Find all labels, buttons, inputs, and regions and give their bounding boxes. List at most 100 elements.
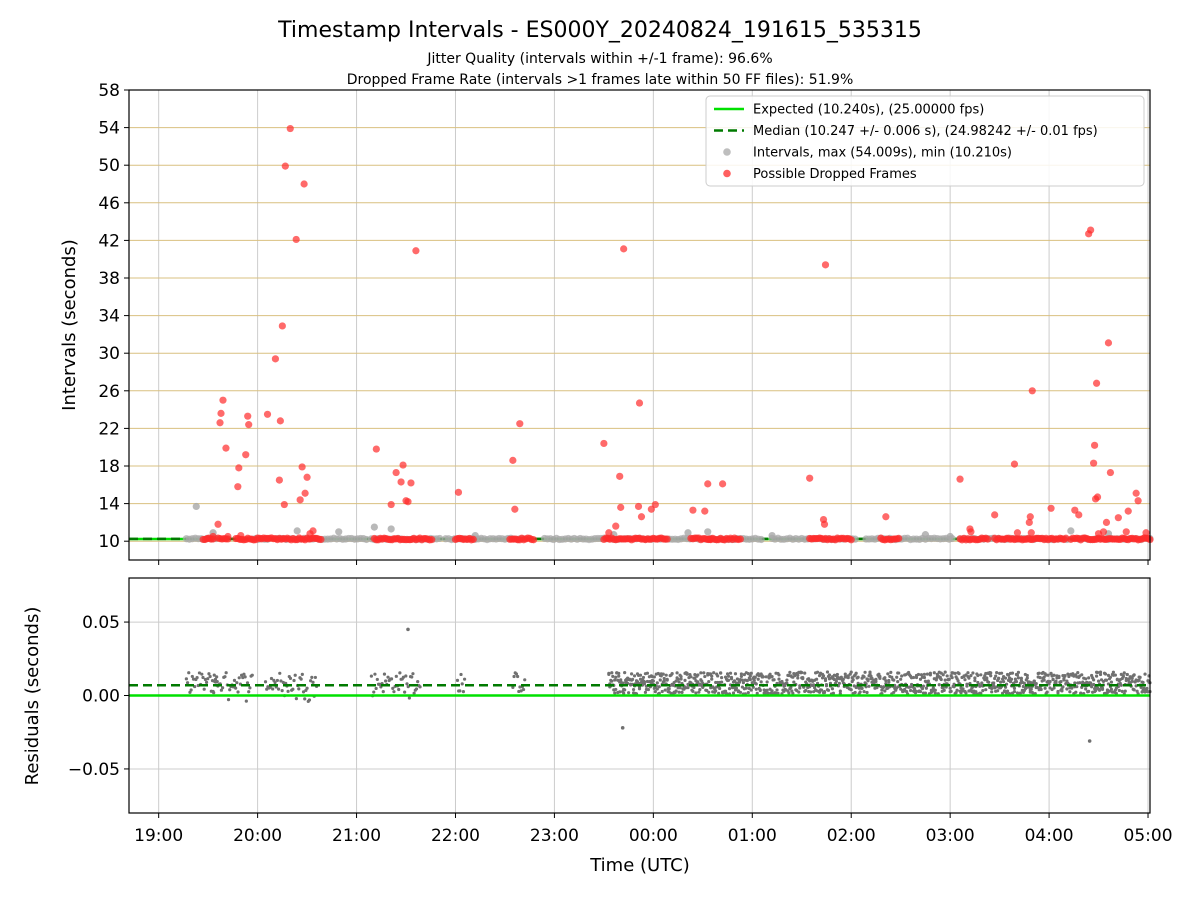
residual-point <box>206 677 210 681</box>
residual-point <box>187 671 191 675</box>
residual-point <box>620 726 625 730</box>
residual-point <box>860 686 864 690</box>
residual-point <box>662 676 666 681</box>
residual-point <box>815 670 820 674</box>
dropped-frame-point <box>280 500 288 509</box>
residual-point <box>823 677 828 681</box>
residual-point <box>292 678 296 683</box>
residual-point <box>718 686 722 691</box>
residual-point <box>658 678 662 682</box>
residual-point <box>657 691 661 695</box>
dropped-frame-point <box>214 520 222 528</box>
residual-point <box>195 676 199 680</box>
residual-point <box>518 685 522 689</box>
residual-point <box>1016 676 1021 680</box>
interval-point <box>436 534 444 543</box>
residual-point <box>693 676 697 680</box>
dropped-frame-point <box>651 500 659 509</box>
dropped-frame-point <box>882 513 890 521</box>
residual-point <box>749 671 753 675</box>
residual-point <box>830 687 835 691</box>
residual-point <box>1107 689 1112 693</box>
dropped-frame-point <box>1092 379 1101 387</box>
dropped-frame-point <box>237 531 245 540</box>
residual-point <box>410 675 414 679</box>
residual-point <box>851 678 855 682</box>
residual-point <box>685 672 689 676</box>
residual-point <box>1120 689 1124 693</box>
residual-point <box>843 672 847 676</box>
legend-label-dropped: Possible Dropped Frames <box>753 167 917 182</box>
residual-point <box>1054 681 1058 685</box>
residual-point <box>614 675 618 679</box>
residual-point <box>523 678 527 682</box>
residual-point <box>655 687 659 691</box>
residual-point <box>1078 681 1082 685</box>
residual-point <box>759 680 763 684</box>
residual-point <box>512 674 516 679</box>
residual-point <box>662 679 666 683</box>
residual-point <box>787 691 791 695</box>
dropped-frame-point <box>719 480 727 488</box>
residual-point <box>638 673 643 677</box>
residual-point <box>614 687 618 692</box>
residual-point <box>761 675 765 679</box>
dropped-frame-point <box>407 479 415 487</box>
residual-point <box>765 680 769 684</box>
residual-point <box>777 677 781 681</box>
residual-point <box>985 676 989 680</box>
residual-point <box>677 690 681 694</box>
residual-point <box>1114 691 1118 696</box>
residual-point <box>874 677 878 681</box>
residual-point <box>733 672 738 676</box>
residual-point <box>1043 686 1047 690</box>
residual-point <box>519 689 523 693</box>
residual-point <box>269 676 274 681</box>
dropped-frame-point <box>647 505 655 513</box>
interval-point <box>757 535 765 544</box>
residual-point <box>922 675 927 680</box>
interval-point <box>293 527 301 535</box>
dropped-frame-point <box>1104 339 1113 347</box>
x-tick-label: 05:00 <box>1124 826 1173 846</box>
residual-point <box>918 689 923 694</box>
residual-point <box>307 698 312 702</box>
dropped-frame-point <box>263 410 272 418</box>
residual-point <box>516 674 520 679</box>
residual-point <box>1108 675 1113 679</box>
residual-point <box>710 677 714 681</box>
residual-point <box>817 674 822 678</box>
residual-point <box>655 681 659 685</box>
dropped-frame-point <box>1114 514 1122 522</box>
residual-point <box>1143 672 1147 676</box>
residual-point <box>812 683 816 687</box>
top-ytick-label: 22 <box>98 419 120 439</box>
residual-point <box>263 680 268 684</box>
residual-point <box>995 671 999 675</box>
residual-point <box>755 691 759 695</box>
residual-point <box>1071 672 1075 676</box>
dropped-frame-point <box>219 396 227 404</box>
dropped-frame-point <box>275 476 283 484</box>
residual-point <box>913 689 918 693</box>
bottom-panel-frame <box>128 577 1151 814</box>
residual-point <box>1018 691 1022 695</box>
residual-point <box>632 674 637 678</box>
residual-point <box>1113 673 1117 677</box>
residual-point <box>204 680 209 684</box>
x-tick-label: 02:00 <box>827 826 876 846</box>
residual-point <box>1139 685 1143 690</box>
residual-point <box>793 674 797 678</box>
residual-point <box>798 686 802 690</box>
dropped-frame-point <box>209 532 217 541</box>
dropped-frame-point <box>1106 468 1115 477</box>
residual-point <box>381 690 385 694</box>
x-tick-label: 00:00 <box>629 826 678 846</box>
residual-point <box>942 688 946 692</box>
dropped-frame-point <box>821 261 830 269</box>
dropped-frame-point <box>1099 528 1108 536</box>
residual-point <box>1074 690 1078 694</box>
residual-point <box>1034 681 1038 686</box>
residual-point <box>394 674 398 678</box>
residual-point <box>712 671 716 675</box>
